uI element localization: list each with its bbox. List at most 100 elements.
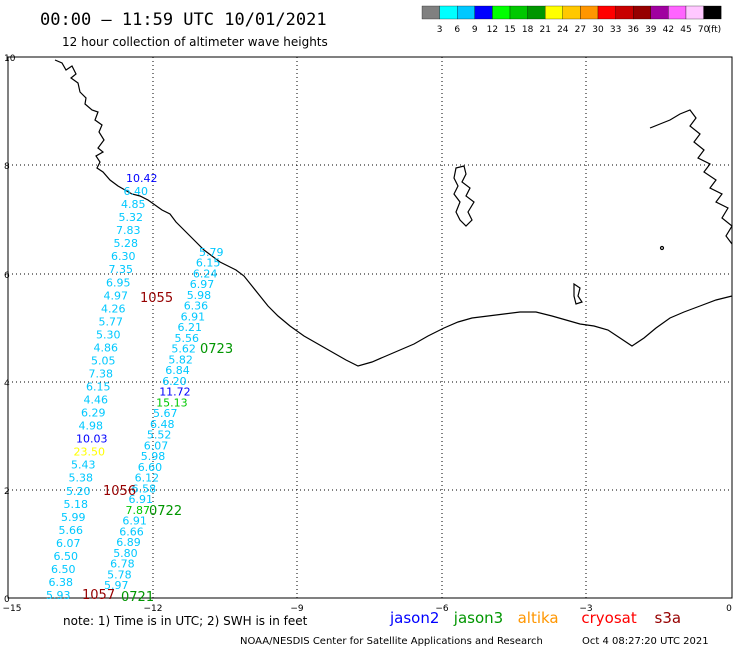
y-tick: 8 — [4, 162, 10, 172]
wave-height-label: 4.85 — [121, 198, 146, 211]
colorbar-swatch — [474, 5, 493, 20]
colorbar-swatch — [492, 5, 511, 20]
wave-height-label: 4.98 — [79, 420, 104, 433]
wave-height-label: 5.79 — [199, 246, 224, 259]
wave-height-label: 5.66 — [59, 524, 84, 537]
x-tick: −9 — [290, 604, 304, 614]
wave-height-label: 4.86 — [94, 341, 119, 354]
footer-credit: NOAA/NESDIS Center for Satellite Applica… — [240, 636, 543, 647]
wave-height-label: 10.42 — [126, 172, 158, 185]
wave-height-label: 6.38 — [49, 576, 74, 589]
wave-height-label: 5.78 — [107, 568, 132, 581]
wave-height-label: 5.67 — [153, 407, 178, 420]
colorbar-label: 27 — [575, 25, 586, 35]
colorbar-swatch — [703, 5, 722, 20]
x-tick: −3 — [579, 604, 592, 614]
wave-height-label: 11.72 — [159, 386, 191, 399]
colorbar-label: 70 — [698, 25, 710, 35]
wave-height-label: 6.91 — [129, 493, 154, 506]
wave-height-label: 6.84 — [165, 364, 190, 377]
coastline-west — [54, 59, 733, 367]
colorbar-label: 15 — [504, 25, 515, 35]
coastline — [54, 59, 733, 367]
coastline-islet — [659, 245, 665, 251]
colorbar-label: 42 — [663, 25, 674, 35]
wave-height-label: 5.18 — [64, 498, 89, 511]
x-tick: 0 — [726, 604, 732, 614]
wave-height-label: 6.48 — [150, 418, 175, 431]
track-time-labels: 1055 0723 1056 0722 1057 0721 — [82, 291, 233, 605]
wave-height-label: 6.50 — [51, 563, 76, 576]
map-title: 00:00 – 11:59 UTC 10/01/2021 — [40, 10, 327, 30]
colorbar-label: 12 — [487, 25, 498, 35]
coastline-island-3 — [573, 282, 583, 305]
y-tick: 4 — [4, 379, 10, 389]
wave-height-label: 5.62 — [171, 343, 196, 356]
colorbar-swatch — [650, 5, 669, 20]
wave-height-label: 4.26 — [101, 302, 126, 315]
y-axis-ticks: 0 2 4 6 8 10 — [4, 54, 16, 605]
y-tick: 0 — [4, 595, 10, 605]
colorbar-swatch — [509, 5, 528, 20]
colorbar-swatch — [421, 5, 440, 20]
colorbar-unit: (ft) — [708, 25, 722, 35]
colorbar-swatch — [597, 5, 616, 20]
coastline-island-2 — [649, 109, 733, 245]
colorbar-swatch — [439, 5, 458, 20]
colorbar-swatch — [545, 5, 563, 20]
wave-height-label: 23.50 — [74, 446, 106, 459]
wave-height-label: 5.93 — [46, 589, 71, 602]
wave-height-label: 6.07 — [144, 439, 169, 452]
colorbar-swatch — [527, 5, 546, 20]
wave-height-label: 6.91 — [122, 515, 146, 528]
wave-height-label: 5.28 — [114, 237, 139, 250]
grid-lines — [8, 57, 732, 598]
colorbar-label: 9 — [472, 25, 478, 35]
legend-altika: altika — [518, 609, 559, 627]
wave-height-label: 6.29 — [81, 407, 106, 420]
wave-height-label: 5.56 — [175, 332, 200, 345]
colorbar-swatch — [580, 5, 599, 20]
wave-height-label: 6.07 — [56, 537, 81, 550]
colorbar-label: 18 — [522, 25, 534, 35]
colorbar-label: 24 — [557, 25, 569, 35]
wave-height-label: 6.15 — [86, 381, 111, 394]
wave-height-label: 7.87 — [126, 504, 151, 517]
wave-height-label: 6.21 — [178, 321, 203, 334]
wave-height-label: 10.03 — [76, 433, 108, 446]
wave-height-label: 6.97 — [190, 278, 215, 291]
colorbar-swatch — [457, 5, 475, 20]
wave-height-label: 6.58 — [132, 482, 157, 495]
wave-height-label: 6.40 — [124, 185, 149, 198]
wave-height-label: 5.82 — [168, 353, 193, 366]
wave-height-label: 4.97 — [104, 289, 129, 302]
colorbar-label: 21 — [539, 25, 550, 35]
time-label-0722: 0722 — [149, 504, 182, 519]
x-axis-ticks: −15 −12 −9 −6 −3 0 — [3, 604, 733, 614]
time-label-1055: 1055 — [140, 291, 173, 306]
legend-s3a: s3a — [655, 609, 682, 627]
wave-height-label: 6.78 — [110, 558, 135, 571]
wave-height-label: 6.30 — [111, 250, 136, 263]
plot-frame — [7, 56, 733, 599]
wave-height-label: 6.36 — [184, 300, 209, 313]
wave-height-label: 5.98 — [141, 450, 166, 463]
legend-jason2: jason2 — [389, 609, 439, 627]
x-tick: −6 — [435, 604, 449, 614]
colorbar-label: 6 — [454, 25, 460, 35]
colorbar-label: 3 — [437, 25, 443, 35]
wave-height-label: 5.30 — [96, 328, 121, 341]
time-label-1057: 1057 — [82, 588, 115, 603]
wave-height-label: 5.98 — [187, 289, 212, 302]
colorbar-swatch — [685, 5, 704, 20]
wave-height-label: 5.43 — [71, 459, 96, 472]
time-label-1056: 1056 — [103, 484, 136, 499]
wave-height-label: 5.99 — [61, 511, 86, 524]
colorbar-label: 36 — [627, 25, 639, 35]
legend-cryosat: cryosat — [581, 609, 636, 627]
wave-height-label: 5.38 — [69, 472, 94, 485]
wave-height-label: 6.24 — [193, 268, 218, 281]
footer-timestamp: Oct 4 08:27:20 UTC 2021 — [582, 636, 709, 647]
wave-height-label: 4.46 — [84, 394, 109, 407]
